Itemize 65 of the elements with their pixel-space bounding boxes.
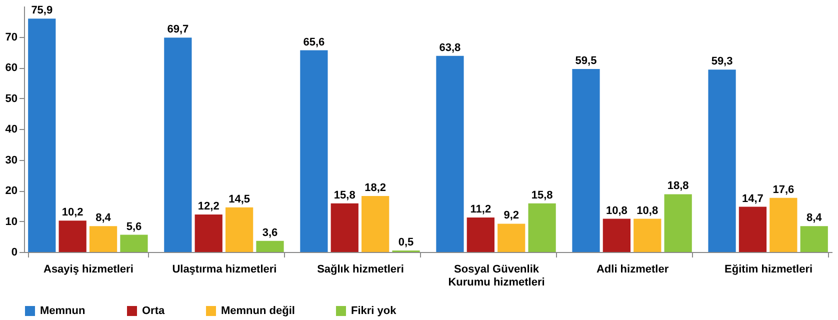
x-tick-label: Sağlık hizmetleri	[317, 264, 404, 276]
bar	[300, 50, 328, 252]
data-label: 65,6	[303, 36, 325, 48]
bar	[436, 56, 464, 252]
x-tick-label: Eğitim hizmetleri	[724, 264, 813, 276]
legend-label: Memnun değil	[221, 305, 295, 317]
data-label: 63,8	[439, 42, 461, 54]
y-tick-label: 70	[5, 31, 18, 44]
x-tick-label: Asayiş hizmetleri	[43, 264, 134, 276]
data-label: 10,8	[636, 204, 658, 217]
data-label: 59,5	[575, 55, 597, 68]
data-label: 0,5	[398, 236, 414, 248]
bar	[256, 240, 284, 252]
x-tick-label: Adli hizmetler	[596, 264, 670, 276]
x-tick-label: Ulaştırma hizmetleri	[172, 264, 277, 276]
y-tick-label: 40	[5, 124, 18, 136]
data-label: 11,2	[470, 204, 492, 216]
data-label: 75,9	[31, 4, 53, 17]
bar	[664, 194, 692, 252]
bar	[572, 69, 600, 252]
data-label: 8,4	[96, 212, 112, 224]
y-tick-label: 10	[5, 216, 18, 228]
y-tick-label: 20	[5, 185, 18, 197]
bar	[89, 226, 118, 252]
data-label: 3,6	[262, 226, 278, 239]
data-label: 10,8	[606, 204, 628, 217]
data-label: 59,3	[711, 56, 733, 68]
bar	[164, 38, 192, 252]
data-label: 18,8	[667, 180, 689, 192]
bar	[225, 207, 254, 252]
bar	[634, 218, 662, 252]
bar	[466, 218, 494, 252]
bar	[330, 203, 358, 252]
data-label: 14,7	[742, 192, 764, 205]
data-label: 15,8	[531, 189, 553, 202]
data-label: 15,8	[334, 189, 356, 202]
legend-label: Memnun	[40, 305, 86, 317]
bar	[770, 198, 798, 252]
bar	[120, 234, 148, 252]
bar	[708, 70, 736, 252]
data-label: 12,2	[198, 200, 220, 212]
bar	[194, 214, 222, 252]
bar	[362, 196, 390, 252]
bar	[528, 203, 556, 252]
bar	[58, 220, 86, 252]
data-label: 8,4	[806, 212, 823, 224]
legend-label: Orta	[142, 305, 166, 317]
data-label: 14,5	[228, 193, 250, 206]
bar	[28, 18, 56, 252]
x-tick-label: Sosyal Güvenlik Kurumu hizmetleri	[448, 264, 545, 288]
data-label: 17,6	[772, 184, 794, 196]
data-label: 69,7	[167, 24, 189, 36]
y-tick-label: 0	[11, 246, 18, 258]
y-tick-label: 30	[5, 154, 18, 166]
data-label: 10,2	[62, 206, 84, 219]
bar	[800, 226, 828, 252]
data-label: 18,2	[364, 182, 386, 194]
y-tick-label: 50	[5, 92, 18, 105]
bar	[498, 224, 526, 252]
data-label: 5,6	[126, 220, 142, 233]
bar	[738, 206, 767, 252]
legend-label: Fikri yok	[351, 305, 398, 317]
y-tick-label: 60	[5, 62, 18, 74]
data-label: 9,2	[504, 210, 520, 222]
bar	[602, 218, 631, 252]
